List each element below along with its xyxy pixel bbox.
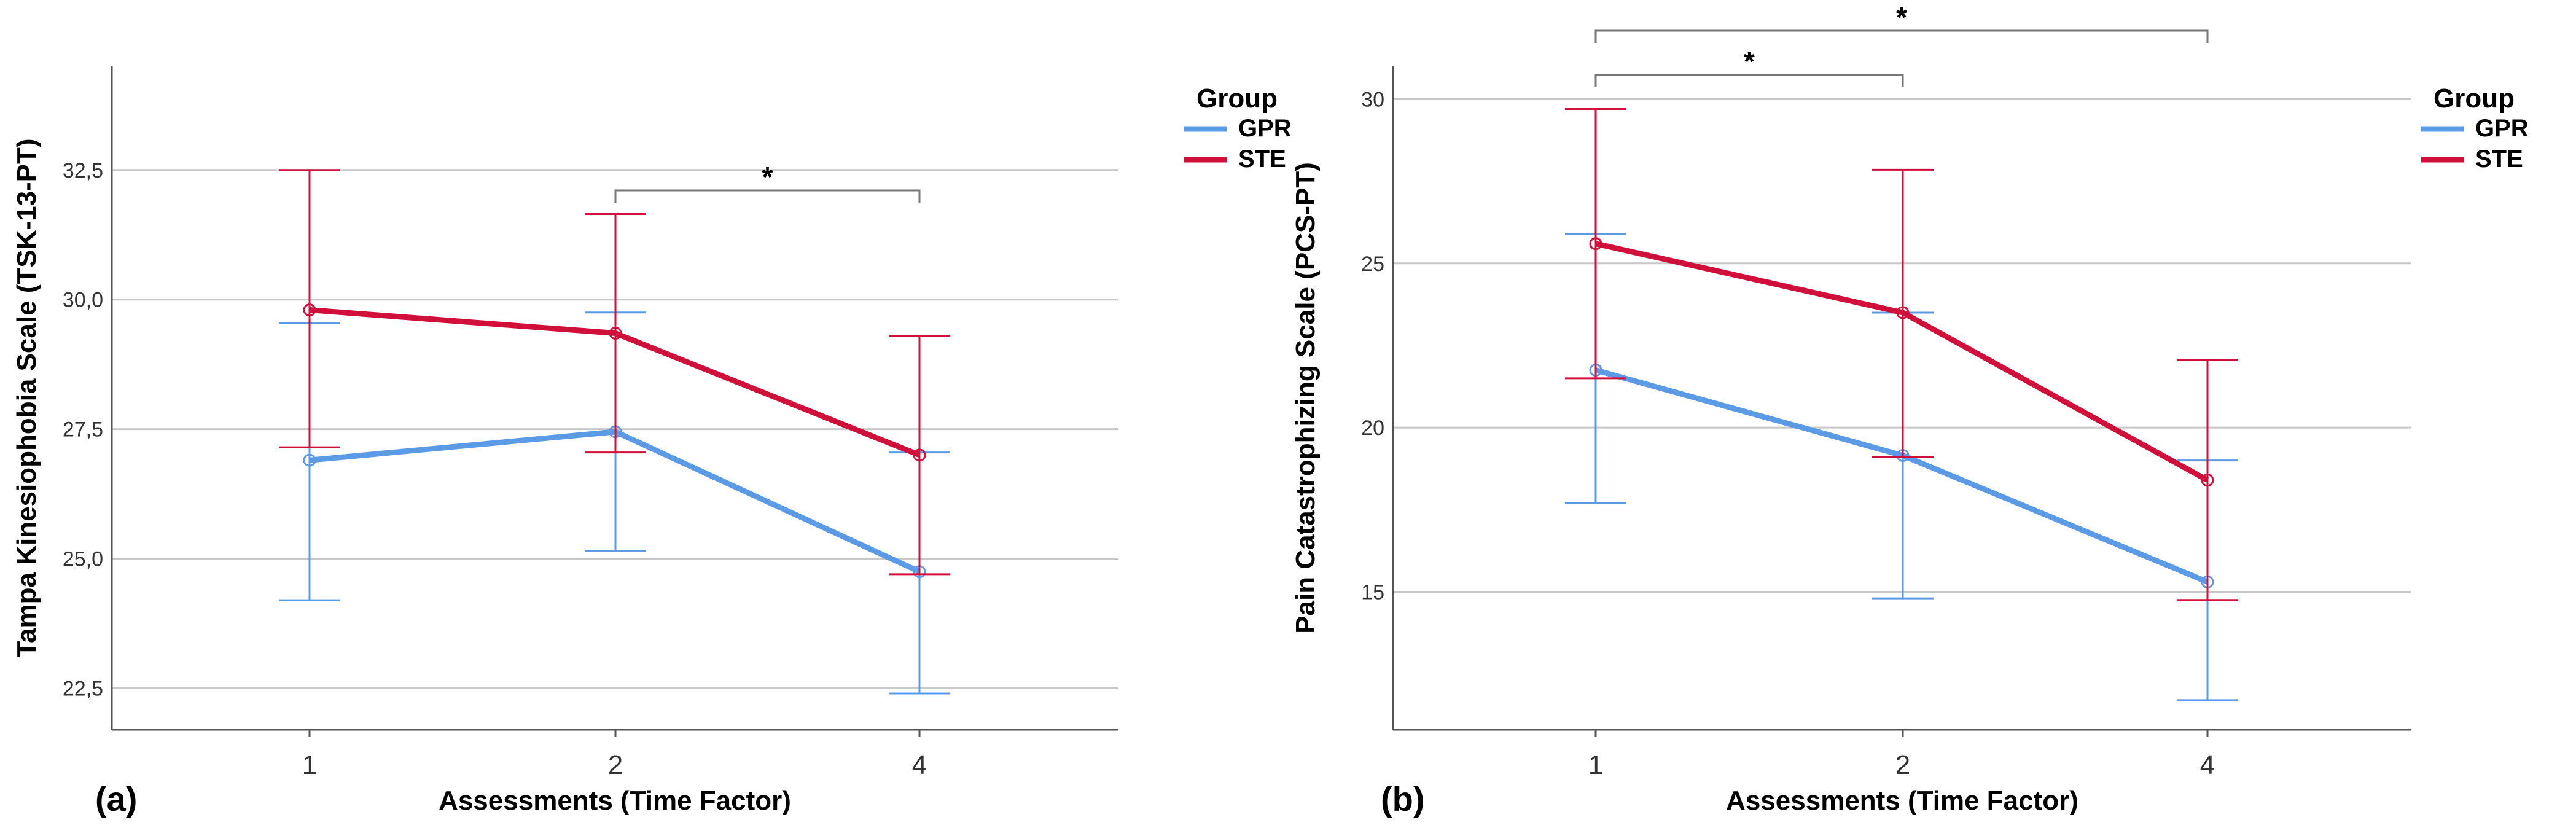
series-ste [1565, 108, 2238, 601]
data-point [609, 327, 622, 340]
legend-label: GPR [1238, 115, 1292, 142]
legend-title: Group [2434, 84, 2515, 114]
significance-star: * [762, 161, 773, 193]
series-gpr [1565, 233, 2238, 701]
panel-label: (a) [95, 779, 137, 818]
significance-bracket [1594, 29, 2209, 43]
data-point [1896, 306, 1910, 319]
x-tick-label: 4 [2200, 750, 2215, 780]
y-axis-title: Pain Catastrophizing Scale (PCS-PT) [1290, 162, 1321, 634]
x-tick-label: 4 [912, 750, 927, 780]
y-tick-label: 25 [1361, 252, 1384, 276]
series-ste [279, 169, 950, 576]
data-point [913, 448, 926, 462]
data-point [303, 303, 316, 317]
y-tick-label: 30,0 [63, 289, 103, 312]
legend-title: Group [1196, 84, 1278, 114]
significance-bracket [1594, 74, 1904, 87]
y-tick-label: 30 [1361, 88, 1384, 111]
x-tick-label: 1 [1588, 750, 1603, 780]
x-tick-label: 2 [608, 750, 623, 780]
series-line [1595, 241, 2209, 483]
y-tick-label: 32,5 [63, 159, 103, 182]
legend-label: GPR [2475, 115, 2529, 142]
y-tick-label: 20 [1361, 416, 1384, 440]
legend-label: STE [2475, 146, 2523, 173]
significance-star: * [1744, 45, 1755, 77]
significance-bracket [614, 189, 921, 203]
legend-label: STE [1238, 146, 1286, 173]
series-line [1594, 367, 2209, 585]
data-point [1589, 237, 1602, 251]
y-axis-title: Tampa Kinesiophobia Scale (TSK-13-PT) [12, 138, 42, 657]
x-tick-label: 1 [302, 750, 317, 780]
y-tick-label: 27,5 [63, 418, 103, 442]
panel-a: 22,5 25,0 27,5 30,0 32,5 1 2 4 Assessments (Time… [12, 66, 1292, 818]
significance-star: * [1896, 1, 1907, 33]
series-line [309, 307, 921, 458]
y-tick-label: 25,0 [63, 548, 103, 571]
panel-b: 15 20 25 30 1 2 4 Assessments (Time Factor) Pain… [1290, 1, 2529, 818]
x-axis-title: Assessments (Time Factor) [1726, 786, 2078, 816]
data-point [2201, 474, 2214, 487]
x-axis-title: Assessments (Time Factor) [439, 786, 791, 816]
y-tick-label: 15 [1361, 580, 1384, 604]
panel-label: (b) [1381, 779, 1425, 818]
y-tick-label: 22,5 [63, 678, 103, 701]
data-point [303, 453, 316, 467]
x-tick-label: 2 [1895, 750, 1910, 780]
